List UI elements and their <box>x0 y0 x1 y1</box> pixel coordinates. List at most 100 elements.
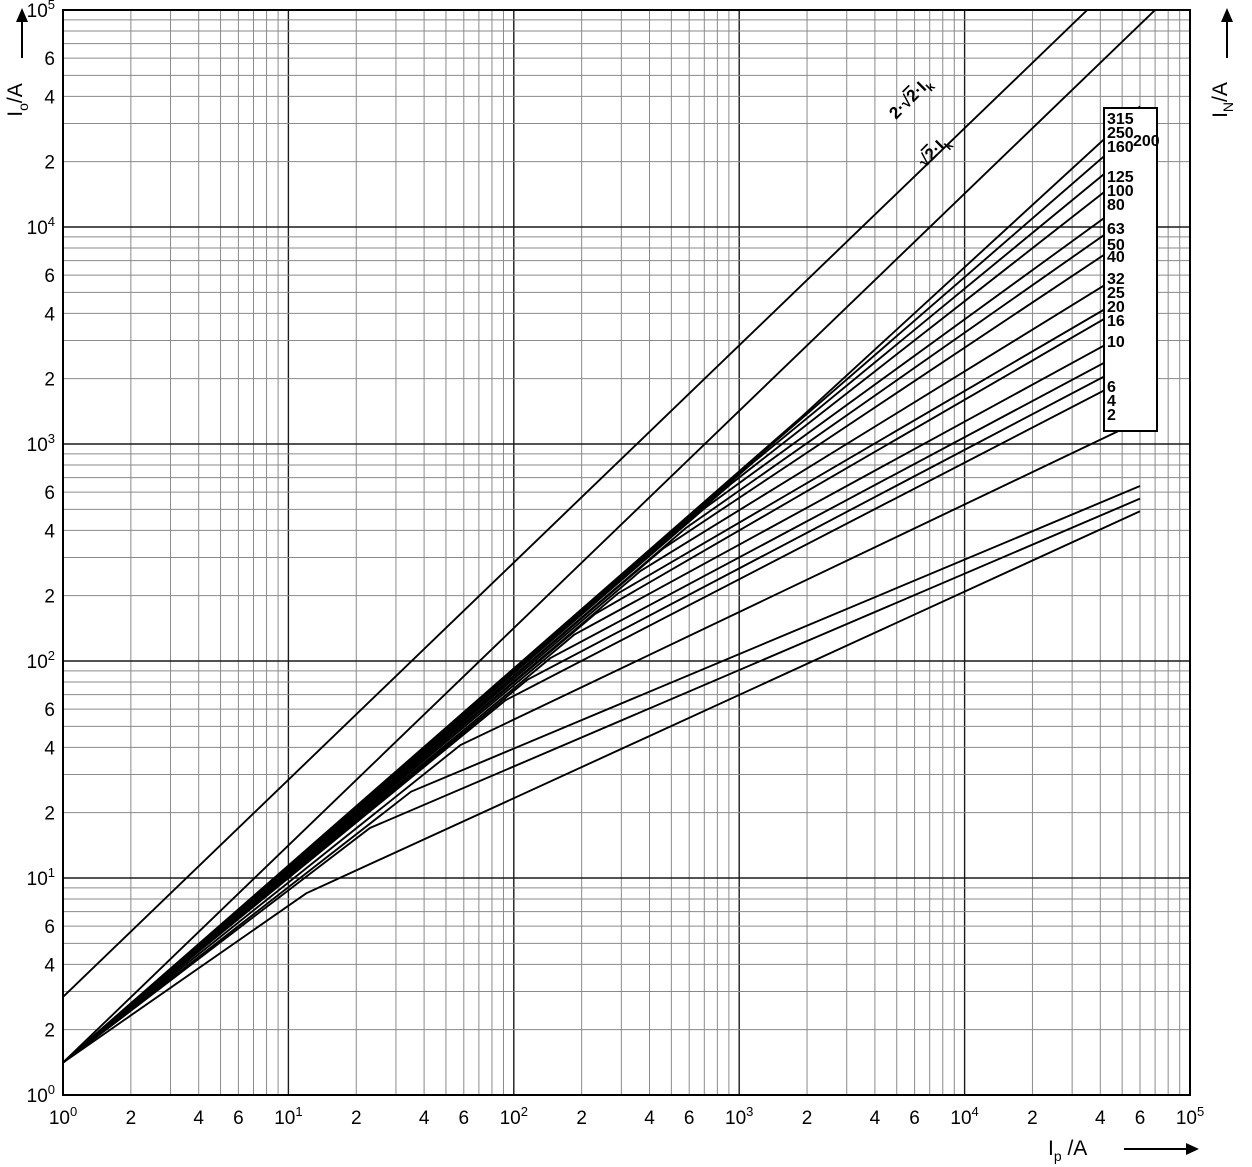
x-tick-exponent: 0 <box>70 1104 77 1119</box>
y-tick-mantissa: 4 <box>44 304 55 325</box>
x-tick-mantissa: 10 <box>49 1108 70 1129</box>
y-tick-6000: 6 <box>44 266 55 287</box>
legend-label-160: 160 <box>1107 139 1134 156</box>
reference-line-2sqrt2Ik <box>63 10 1088 998</box>
y-tick-1: 100 <box>27 1082 55 1107</box>
y-tick-4: 4 <box>44 955 55 976</box>
y-tick-mantissa: 6 <box>44 266 55 287</box>
legend-label-4: 4 <box>1107 393 1116 410</box>
y-tick-20: 2 <box>44 804 55 825</box>
y-tick-mantissa: 4 <box>44 955 55 976</box>
x-tick-mantissa: 6 <box>1135 1108 1146 1129</box>
axis-tick-labels: 100 2 4 6 101 2 4 6 102 2 4 6 103 2 4 6 104 2 4 6 1051002461… <box>27 0 1205 1129</box>
x-tick-mantissa: 10 <box>1176 1108 1197 1129</box>
legend-label-100: 100 <box>1107 183 1134 200</box>
y-tick-mantissa: 6 <box>44 49 55 70</box>
curve-50 <box>63 287 1141 1064</box>
curve-group <box>63 10 1156 1064</box>
x-tick-40000: 4 <box>1095 1108 1106 1129</box>
y-tick-mantissa: 2 <box>44 153 55 174</box>
y-tick-exponent: 1 <box>48 865 55 880</box>
plot-frame <box>62 9 1191 1096</box>
x-tick-mantissa: 6 <box>233 1108 244 1129</box>
legend-label-80: 80 <box>1107 197 1125 214</box>
y-tick-60: 6 <box>44 700 55 721</box>
y-axis-arrow-head-right <box>1221 8 1233 22</box>
y-tick-40000: 4 <box>44 87 55 108</box>
y-tick-10: 101 <box>27 865 55 890</box>
curve-16 <box>63 371 1141 1064</box>
x-tick-60000: 6 <box>1135 1108 1146 1129</box>
x-tick-exponent: 4 <box>972 1104 979 1119</box>
legend-label-10: 10 <box>1107 334 1125 351</box>
y-tick-2000: 2 <box>44 370 55 391</box>
x-tick-exponent: 3 <box>746 1104 753 1119</box>
y-tick-100000: 105 <box>27 0 55 22</box>
x-tick-4: 4 <box>193 1108 204 1129</box>
y-tick-4000: 4 <box>44 304 55 325</box>
x-tick-4000: 4 <box>870 1108 881 1129</box>
y-tick-mantissa: 10 <box>27 435 48 456</box>
x-tick-600: 6 <box>684 1108 695 1129</box>
x-tick-mantissa: 6 <box>459 1108 470 1129</box>
x-tick-exponent: 2 <box>521 1104 528 1119</box>
y-tick-mantissa: 6 <box>44 917 55 938</box>
x-tick-40: 4 <box>419 1108 430 1129</box>
y-tick-mantissa: 4 <box>44 87 55 108</box>
legend-label-2: 2 <box>1107 407 1116 424</box>
x-tick-400: 4 <box>644 1108 655 1129</box>
legend-box-rect[interactable] <box>1103 107 1158 432</box>
y-tick-20000: 2 <box>44 153 55 174</box>
y-tick-mantissa: 2 <box>44 1021 55 1042</box>
y-tick-6: 6 <box>44 917 55 938</box>
y-tick-mantissa: 4 <box>44 521 55 542</box>
x-axis-arrow-head <box>1186 1143 1199 1155</box>
x-tick-100000: 105 <box>1176 1104 1204 1129</box>
x-tick-200: 2 <box>576 1108 587 1129</box>
x-tick-60: 6 <box>459 1108 470 1129</box>
y-tick-mantissa: 2 <box>44 587 55 608</box>
y-tick-mantissa: 10 <box>27 1086 48 1107</box>
y-axis-arrow-head-left <box>16 8 28 22</box>
legend-label-32: 32 <box>1107 271 1125 288</box>
curve-6 <box>63 485 1141 1064</box>
y-tick-mantissa: 10 <box>27 652 48 673</box>
legend-label-250: 250 <box>1107 125 1134 142</box>
x-tick-100: 102 <box>500 1104 528 1129</box>
x-tick-20000: 2 <box>1027 1108 1038 1129</box>
y-tick-2: 2 <box>44 1021 55 1042</box>
reference-line-labels: 2·√2·Ik√2·Ik <box>885 78 956 171</box>
x-tick-10000: 104 <box>950 1104 978 1129</box>
x-tick-2000: 2 <box>802 1108 813 1129</box>
y-tick-exponent: 5 <box>48 0 55 12</box>
legend-label-50: 50 <box>1107 237 1125 254</box>
y-tick-60000: 6 <box>44 49 55 70</box>
x-tick-mantissa: 6 <box>909 1108 920 1129</box>
x-tick-mantissa: 10 <box>274 1108 295 1129</box>
curve-2 <box>63 510 1141 1064</box>
y-axis-title-right-group: IN/A <box>1209 82 1236 118</box>
x-tick-1000: 103 <box>725 1104 753 1129</box>
x-tick-mantissa: 10 <box>500 1108 521 1129</box>
y-tick-1000: 103 <box>27 431 55 456</box>
y-tick-mantissa: 6 <box>44 483 55 504</box>
curve-10 <box>63 419 1141 1064</box>
x-tick-mantissa: 10 <box>725 1108 746 1129</box>
y-tick-mantissa: 10 <box>27 218 48 239</box>
curve-40 <box>63 297 1141 1064</box>
legend-label-20: 20 <box>1107 299 1125 316</box>
x-tick-mantissa: 6 <box>684 1108 695 1129</box>
x-tick-2: 2 <box>126 1108 137 1129</box>
y-tick-10000: 104 <box>27 214 55 239</box>
x-axis-title: Ip /A <box>1048 1137 1087 1164</box>
y-axis-subscript-right: N <box>1220 102 1236 112</box>
x-axis-subscript: p <box>1054 1148 1062 1164</box>
y-axis-subscript: o <box>15 103 31 111</box>
x-tick-1: 100 <box>49 1104 77 1129</box>
grid <box>62 9 1191 1096</box>
y-axis-unit: /A <box>4 83 27 103</box>
legend-label-40: 40 <box>1107 249 1125 266</box>
y-axis-title-left: Io/A <box>4 83 31 116</box>
